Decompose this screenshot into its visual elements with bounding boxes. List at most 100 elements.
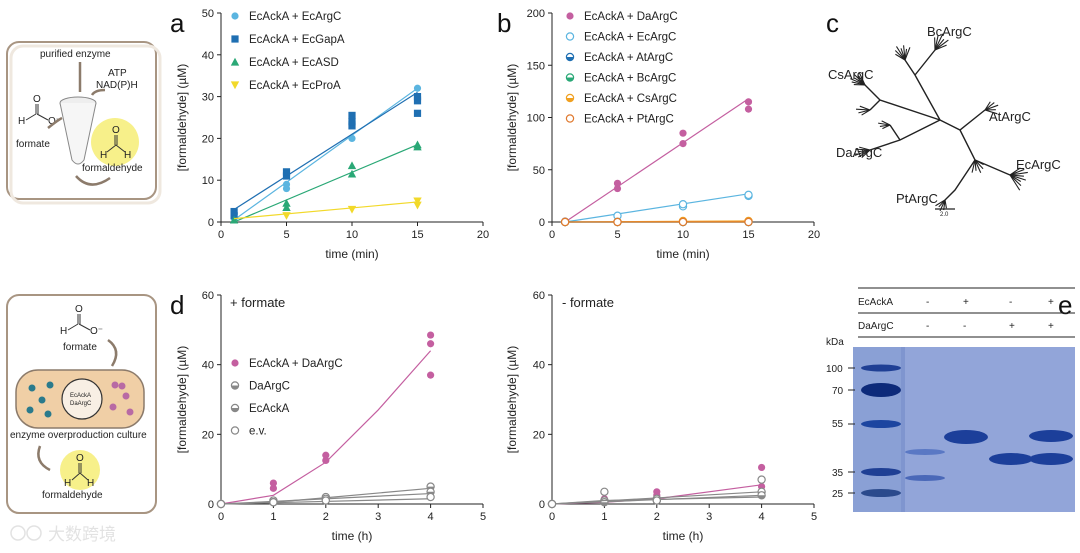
purified-enzyme-label: purified enzyme bbox=[40, 49, 111, 60]
molecule-dots-left bbox=[26, 381, 54, 418]
tree-branch bbox=[974, 159, 977, 171]
legend-marker bbox=[231, 359, 239, 367]
y-tick-label: 20 bbox=[202, 133, 214, 145]
x-tick-label: 4 bbox=[428, 511, 434, 523]
data-point bbox=[652, 496, 662, 505]
data-point bbox=[744, 217, 753, 227]
svg-text:H: H bbox=[100, 150, 107, 161]
data-point bbox=[413, 197, 422, 206]
data-point bbox=[348, 111, 356, 120]
data-point bbox=[613, 184, 622, 193]
x-tick-label: 3 bbox=[375, 511, 381, 523]
condition-label: + formate bbox=[230, 295, 285, 310]
x-tick-label: 10 bbox=[346, 229, 358, 241]
data-point bbox=[413, 97, 422, 105]
data-point bbox=[321, 496, 330, 505]
legend-label: EcAckA + BcArgC bbox=[584, 73, 676, 85]
gel-panel: EcAckA DaArgC - + - + - - + + kDa 1 bbox=[826, 287, 1075, 512]
x-axis-label: time (min) bbox=[656, 247, 709, 261]
data-point bbox=[547, 499, 557, 509]
watermark-text: 大数跨境 bbox=[48, 525, 116, 545]
gel-kda-label: kDa bbox=[826, 337, 844, 348]
gel-markers: 100 70 55 35 25 bbox=[826, 364, 855, 500]
legend: EcAckA + DaArgC DaArgC EcAckA e.v. bbox=[230, 358, 343, 438]
data-point bbox=[322, 451, 330, 459]
tree-branch bbox=[984, 102, 995, 111]
data-point bbox=[757, 491, 766, 500]
marker-55: 55 bbox=[832, 419, 844, 430]
fit-line bbox=[233, 91, 418, 210]
tree-branch bbox=[855, 108, 871, 111]
gel-row1-lane2: + bbox=[963, 297, 969, 308]
data-point bbox=[348, 122, 356, 130]
formaldehyde-molecule-icon: O H H bbox=[100, 125, 131, 161]
tree-branch bbox=[984, 109, 998, 115]
svg-text:O: O bbox=[33, 94, 41, 105]
series-3 bbox=[216, 492, 435, 509]
y-tick-label: 30 bbox=[202, 92, 214, 104]
data-point bbox=[347, 169, 357, 178]
molecule-dots-right bbox=[109, 381, 134, 416]
axes: 0 5 10 15 20 0 10 20 30 40 50 time (min) [formaldehy… bbox=[175, 8, 489, 261]
y-tick-label: 150 bbox=[527, 60, 545, 72]
x-tick-label: 2 bbox=[323, 511, 329, 523]
tree-branch bbox=[1009, 174, 1022, 187]
tree-scale-label: 2.0 bbox=[940, 212, 949, 218]
data-point bbox=[229, 215, 239, 224]
legend-marker bbox=[231, 35, 239, 43]
series-5 bbox=[560, 217, 753, 227]
data-point bbox=[600, 487, 609, 497]
y-tick-label: 0 bbox=[539, 499, 545, 511]
legend: EcAckA + DaArgC EcAckA + EcArgC EcAckA + A… bbox=[565, 11, 678, 126]
y-axis-label: [formaldehyde] (µM) bbox=[505, 64, 519, 172]
culture-label: enzyme overproduction culture bbox=[10, 430, 147, 441]
formate-label-bottom: formate bbox=[63, 342, 97, 353]
legend-marker bbox=[565, 52, 575, 62]
data-point bbox=[758, 463, 766, 472]
data-point bbox=[427, 340, 435, 348]
y-axis-label: [formaldehyde] (µM) bbox=[505, 346, 519, 454]
x-tick-label: 5 bbox=[811, 511, 817, 523]
gel-row2-lane1: - bbox=[926, 321, 929, 332]
tree-label-ptargc: PtArgC bbox=[896, 191, 938, 206]
x-tick-label: 0 bbox=[549, 229, 555, 241]
y-tick-label: 40 bbox=[202, 50, 214, 62]
svg-text:H: H bbox=[124, 150, 131, 161]
tree-branch bbox=[878, 122, 891, 126]
legend-label: EcAckA + DaArgC bbox=[584, 11, 678, 23]
data-point bbox=[269, 498, 278, 507]
y-tick-label: 100 bbox=[527, 113, 545, 125]
y-tick-label: 0 bbox=[208, 217, 214, 229]
legend-label: EcAckA + CsArgC bbox=[584, 93, 677, 105]
tree-label-atargc: AtArgC bbox=[989, 109, 1031, 124]
series-1 bbox=[230, 91, 422, 220]
formate-label-top: formate bbox=[16, 139, 50, 150]
tree-label-daargc: DaArgC bbox=[836, 145, 882, 160]
data-point bbox=[347, 161, 357, 170]
x-tick-label: 5 bbox=[614, 229, 620, 241]
x-tick-label: 0 bbox=[549, 511, 555, 523]
cofactor-arrow bbox=[90, 88, 106, 96]
data-point bbox=[413, 109, 422, 117]
tree-branch bbox=[904, 47, 911, 61]
data-point bbox=[613, 217, 622, 227]
data-point bbox=[678, 200, 688, 209]
panel-letter-d: d bbox=[170, 290, 184, 320]
data-point bbox=[282, 198, 291, 207]
schematic-top: purified enzyme ATP NAD(P)H O H O⁻ forma… bbox=[6, 41, 162, 205]
tree-branch bbox=[934, 44, 947, 51]
y-tick-label: 20 bbox=[533, 429, 545, 441]
x-axis-label: time (h) bbox=[663, 529, 704, 543]
watermark: 大数跨境 bbox=[10, 525, 116, 545]
series-0 bbox=[230, 84, 422, 222]
x-tick-label: 2 bbox=[654, 511, 660, 523]
y-tick-label: 60 bbox=[533, 290, 545, 302]
fit-line bbox=[551, 496, 762, 505]
tree-branch bbox=[881, 120, 891, 126]
tube-icon bbox=[59, 96, 97, 165]
svg-text:O: O bbox=[76, 453, 84, 464]
legend-marker bbox=[230, 426, 240, 435]
x-tick-label: 0 bbox=[218, 229, 224, 241]
data-point bbox=[613, 179, 622, 187]
data-point bbox=[560, 217, 570, 227]
